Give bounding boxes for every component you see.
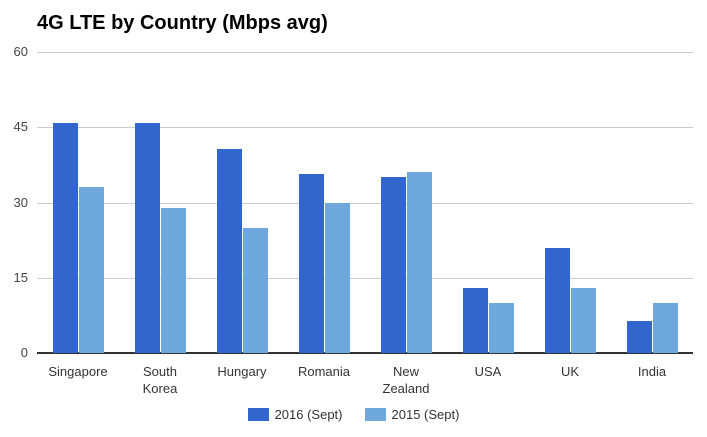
x-tick-label: New Zealand xyxy=(382,364,430,396)
bar-uk-0[interactable] xyxy=(545,247,570,353)
legend-label-2015: 2015 (Sept) xyxy=(391,407,460,422)
bar-hungary-1[interactable] xyxy=(243,227,268,353)
x-tick-label: Hungary xyxy=(217,364,267,379)
y-tick-label: 60 xyxy=(13,44,28,59)
x-tick-label: Singapore xyxy=(48,364,108,379)
bar-singapore-0[interactable] xyxy=(53,123,78,353)
legend-swatch-2015 xyxy=(364,408,386,421)
legend-swatch-2016 xyxy=(247,408,269,421)
bar-usa-0[interactable] xyxy=(463,287,488,353)
chart-title: 4G LTE by Country (Mbps avg) xyxy=(37,12,328,34)
legend-label-2016: 2016 (Sept) xyxy=(274,407,343,422)
bar-hungary-0[interactable] xyxy=(217,149,242,353)
gridline xyxy=(37,278,693,279)
bar-south-korea-0[interactable] xyxy=(135,123,160,353)
x-tick-label: Romania xyxy=(297,364,351,379)
bar-india-1[interactable] xyxy=(653,302,678,353)
bar-singapore-1[interactable] xyxy=(79,187,104,353)
y-tick-label: 0 xyxy=(20,345,28,360)
x-tick-label: USA xyxy=(474,364,502,379)
legend: 2016 (Sept) 2015 (Sept) xyxy=(0,407,707,422)
y-tick-label: 45 xyxy=(13,119,28,134)
y-tick-label: 15 xyxy=(13,270,28,285)
x-tick-label: South Korea xyxy=(142,364,178,396)
x-tick-label: UK xyxy=(560,364,580,379)
x-axis-line xyxy=(37,352,693,354)
legend-item-2015[interactable]: 2015 (Sept) xyxy=(364,407,460,422)
legend-item-2016[interactable]: 2016 (Sept) xyxy=(247,407,343,422)
gridline xyxy=(37,52,693,53)
bar-south-korea-1[interactable] xyxy=(161,207,186,353)
x-tick-label: India xyxy=(637,364,667,379)
bar-romania-0[interactable] xyxy=(299,174,324,353)
bar-uk-1[interactable] xyxy=(571,287,596,353)
bar-india-0[interactable] xyxy=(627,321,652,353)
bar-romania-1[interactable] xyxy=(325,202,350,353)
bar-new-zealand-0[interactable] xyxy=(381,177,406,353)
bar-usa-1[interactable] xyxy=(489,302,514,353)
bar-new-zealand-1[interactable] xyxy=(407,172,432,353)
y-tick-label: 30 xyxy=(13,195,28,210)
gridline xyxy=(37,127,693,128)
gridline xyxy=(37,203,693,204)
